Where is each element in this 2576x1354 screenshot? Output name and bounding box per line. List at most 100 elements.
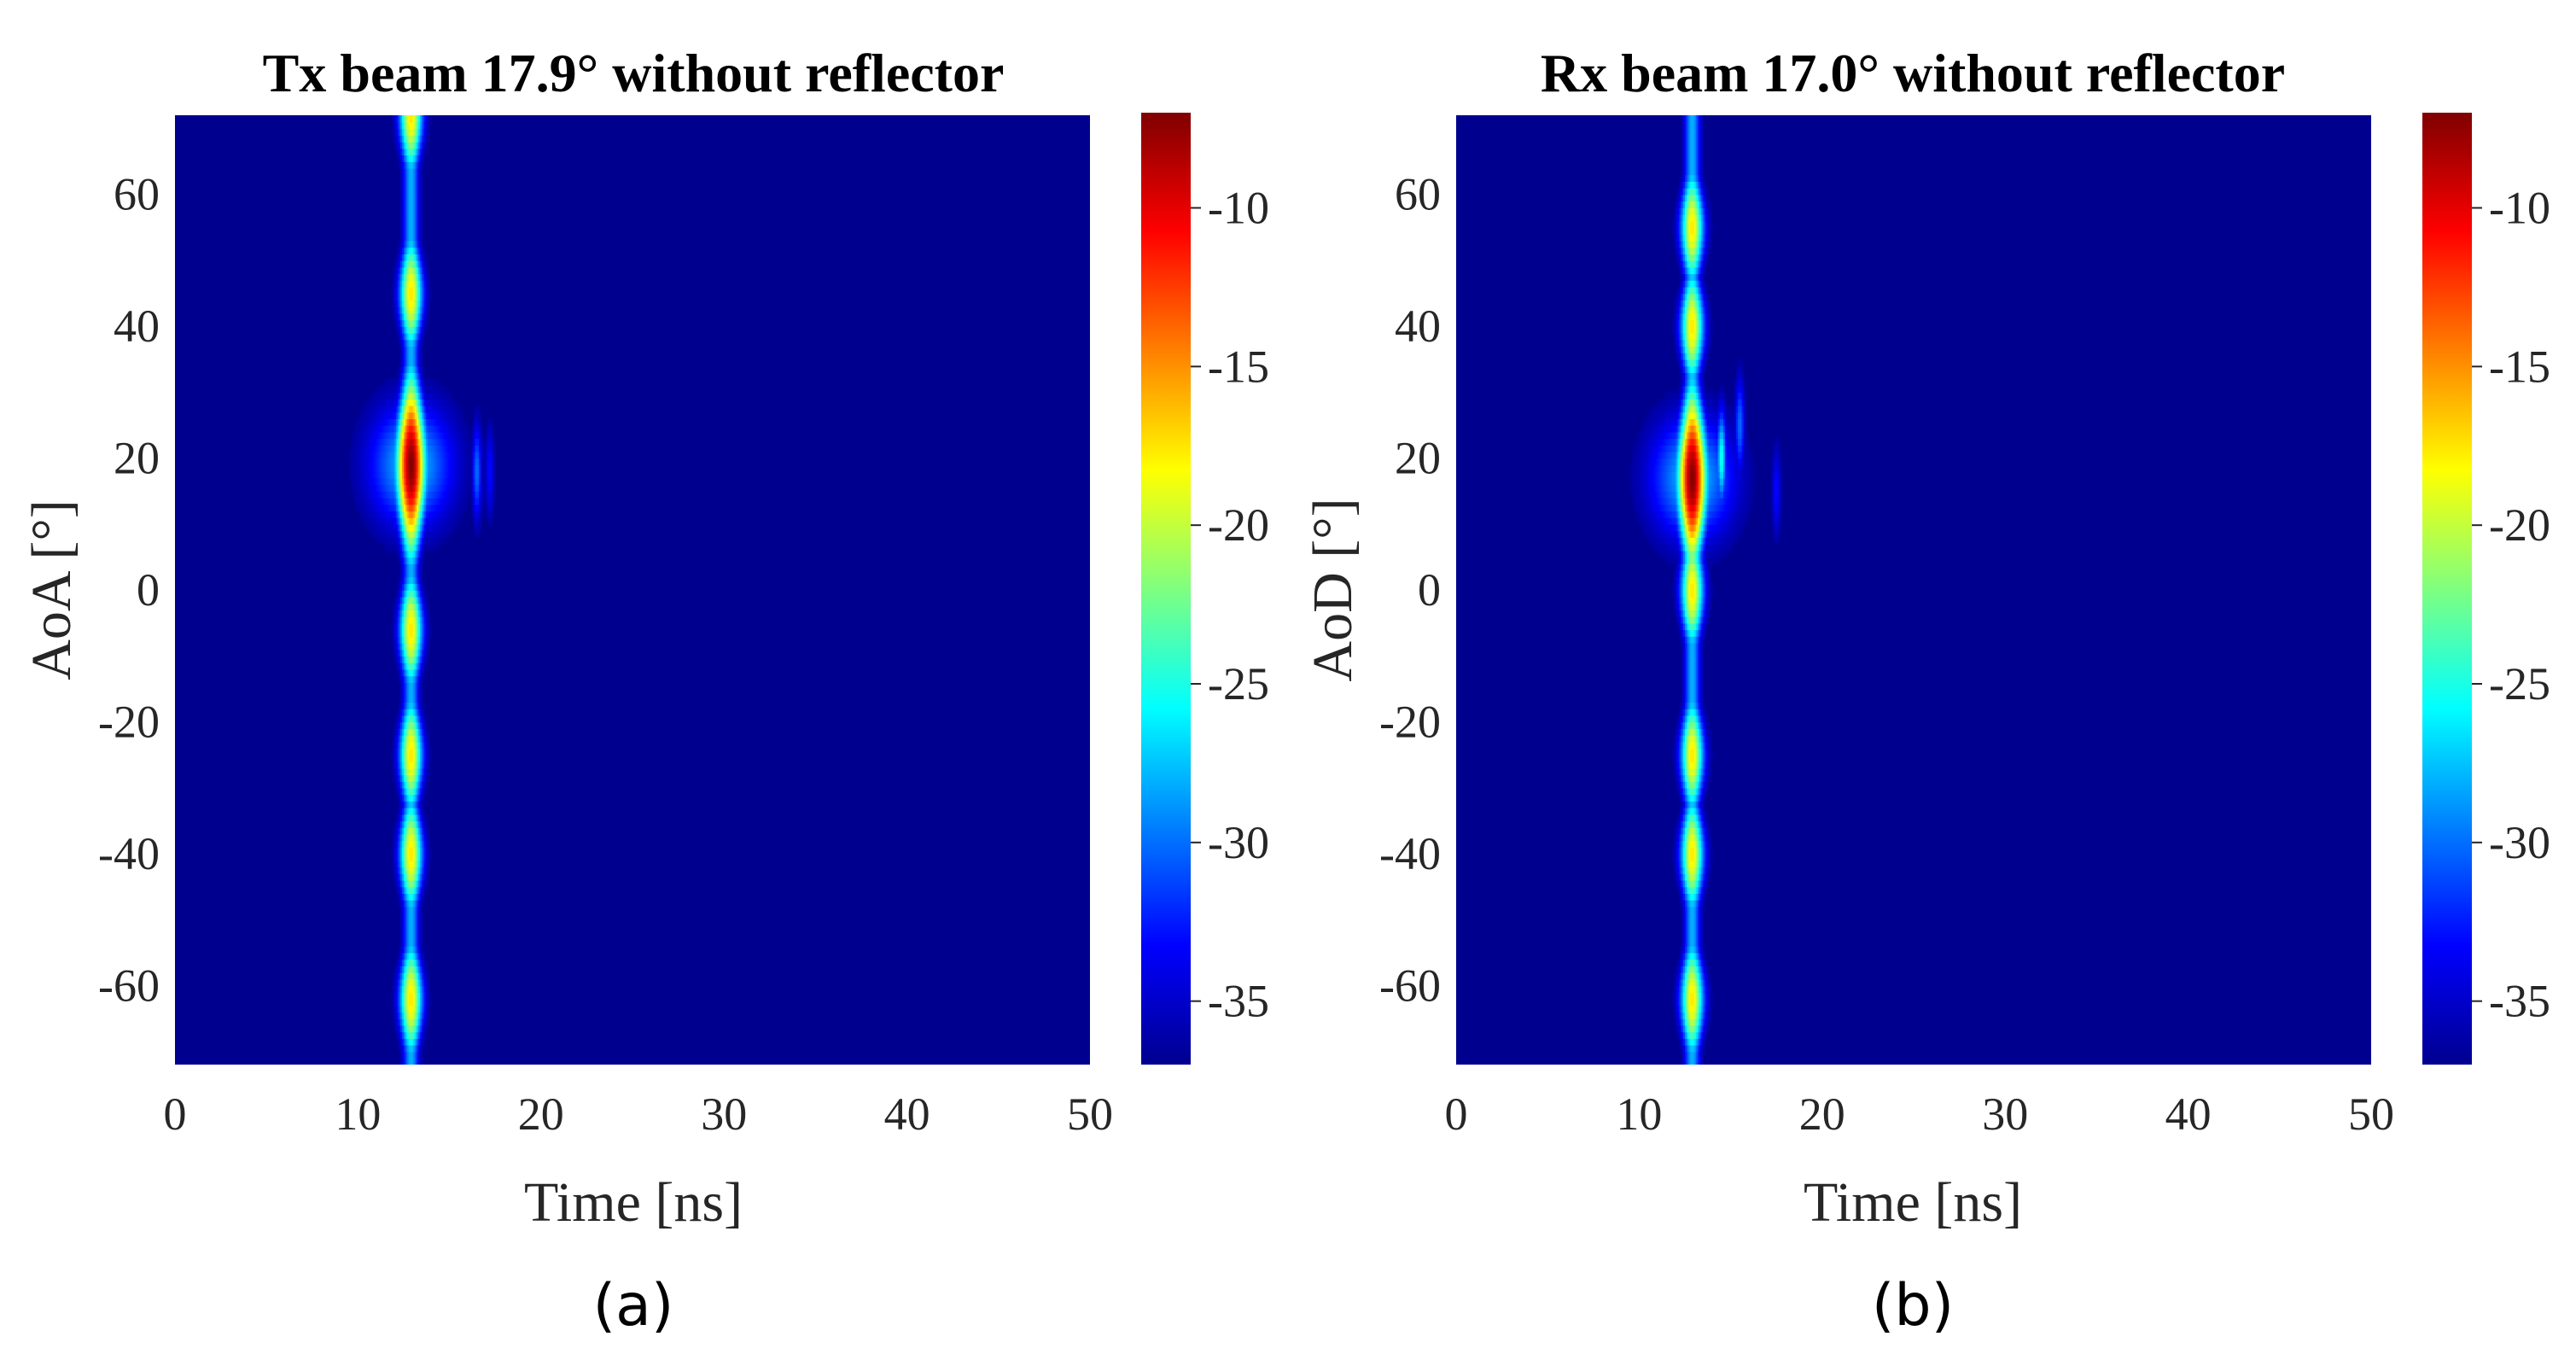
- heatmap-cell: [1687, 688, 1690, 697]
- heatmap-cell: [452, 424, 456, 433]
- heatmap-cell: [1671, 511, 1675, 518]
- heatmap-cell: [422, 1024, 425, 1033]
- heatmap-cell: [418, 1051, 422, 1059]
- heatmap-cell: [484, 477, 487, 486]
- heatmap-cell: [478, 517, 481, 525]
- heatmap-cell: [398, 998, 401, 1007]
- heatmap-cell: [350, 477, 353, 486]
- heatmap-cell: [447, 405, 451, 413]
- heatmap-cell: [1682, 550, 1686, 558]
- heatmap-cell: [420, 365, 423, 373]
- heatmap-cell: [414, 339, 417, 347]
- heatmap-cell: [414, 959, 417, 966]
- heatmap-cell: [387, 511, 390, 518]
- heatmap-cell: [380, 438, 383, 446]
- heatmap-cell: [1677, 972, 1681, 980]
- heatmap-cell: [422, 886, 425, 895]
- heatmap-cell: [422, 550, 425, 558]
- heatmap-cell: [412, 550, 416, 558]
- heatmap-cell: [1679, 590, 1682, 598]
- heatmap-cell: [423, 418, 427, 426]
- heatmap-cell: [1687, 787, 1690, 796]
- heatmap-cell: [405, 227, 409, 235]
- heatmap-cell: [1679, 346, 1682, 353]
- heatmap-cell: [367, 418, 370, 426]
- heatmap-cell: [382, 471, 385, 479]
- heatmap-cell: [1687, 702, 1690, 709]
- heatmap-cell: [412, 240, 416, 248]
- heatmap-cell: [372, 411, 376, 420]
- heatmap-cell: [401, 998, 405, 1007]
- heatmap-cell: [451, 504, 454, 512]
- heatmap-cell: [1682, 946, 1686, 954]
- heatmap-cell: [1648, 431, 1652, 440]
- heatmap-cell: [405, 939, 409, 947]
- heatmap-cell: [1677, 405, 1681, 413]
- heatmap-cell: [401, 761, 405, 769]
- heatmap-cell: [422, 385, 425, 394]
- heatmap-cell: [1664, 497, 1668, 505]
- heatmap-cell: [465, 491, 469, 499]
- heatmap-cell: [399, 471, 403, 479]
- heatmap-cell: [1661, 451, 1664, 459]
- heatmap-cell: [1677, 563, 1681, 571]
- heatmap-cell: [1677, 820, 1681, 828]
- heatmap-cell: [399, 946, 403, 954]
- heatmap-cell: [427, 484, 430, 492]
- heatmap-cell: [398, 709, 401, 716]
- heatmap-cell: [422, 286, 425, 295]
- heatmap-cell: [468, 477, 470, 486]
- heatmap-cell: [404, 477, 406, 486]
- heatmap-cell: [1681, 537, 1684, 545]
- heatmap-cell: [409, 906, 412, 914]
- heatmap-cell: [407, 411, 411, 420]
- heatmap-cell: [487, 511, 491, 518]
- heatmap-cell: [409, 860, 412, 868]
- heatmap-cell: [407, 827, 411, 835]
- heatmap-cell: [455, 517, 458, 525]
- heatmap-cell: [458, 405, 462, 413]
- heatmap-cell: [417, 636, 419, 644]
- heatmap-cell: [417, 867, 419, 874]
- heatmap-cell: [388, 458, 392, 466]
- heatmap-cell: [458, 451, 462, 459]
- heatmap-cell: [383, 530, 387, 539]
- heatmap-cell: [412, 814, 416, 822]
- heatmap-cell: [1679, 332, 1682, 341]
- heatmap-cell: [420, 741, 423, 750]
- heatmap-cell: [491, 451, 494, 459]
- heatmap-cell: [1674, 207, 1677, 215]
- heatmap-cell: [442, 464, 445, 472]
- heatmap-cell: [1679, 748, 1682, 756]
- heatmap-cell: [417, 662, 419, 670]
- heatmap-cell: [358, 431, 361, 440]
- heatmap-cell: [385, 451, 388, 459]
- heatmap-cell: [414, 734, 417, 743]
- heatmap-cell: [476, 477, 480, 486]
- heatmap-cell: [420, 755, 423, 762]
- heatmap-cell: [434, 523, 438, 532]
- heatmap-cell: [405, 399, 409, 406]
- heatmap-cell: [409, 280, 412, 288]
- heatmap-cell: [374, 405, 377, 413]
- heatmap-cell: [422, 431, 425, 440]
- heatmap-cell: [425, 511, 428, 518]
- heatmap-cell: [1677, 300, 1681, 307]
- heatmap-cell: [478, 504, 481, 512]
- heatmap-cell: [423, 636, 427, 644]
- heatmap-cell: [414, 695, 417, 703]
- heatmap-cell: [484, 445, 487, 452]
- heatmap-cell: [394, 135, 398, 143]
- heatmap-cell: [396, 286, 399, 295]
- heatmap-cell: [394, 300, 398, 307]
- heatmap-cell: [388, 385, 392, 394]
- heatmap-cell: [1685, 1038, 1687, 1046]
- heatmap-cell: [411, 300, 414, 307]
- heatmap-cell: [1687, 893, 1690, 901]
- heatmap-cell: [1685, 418, 1687, 426]
- heatmap-cell: [404, 174, 406, 183]
- heatmap-cell: [409, 675, 412, 683]
- heatmap-cell: [352, 471, 355, 479]
- heatmap-cell: [359, 411, 363, 420]
- heatmap-cell: [404, 378, 406, 387]
